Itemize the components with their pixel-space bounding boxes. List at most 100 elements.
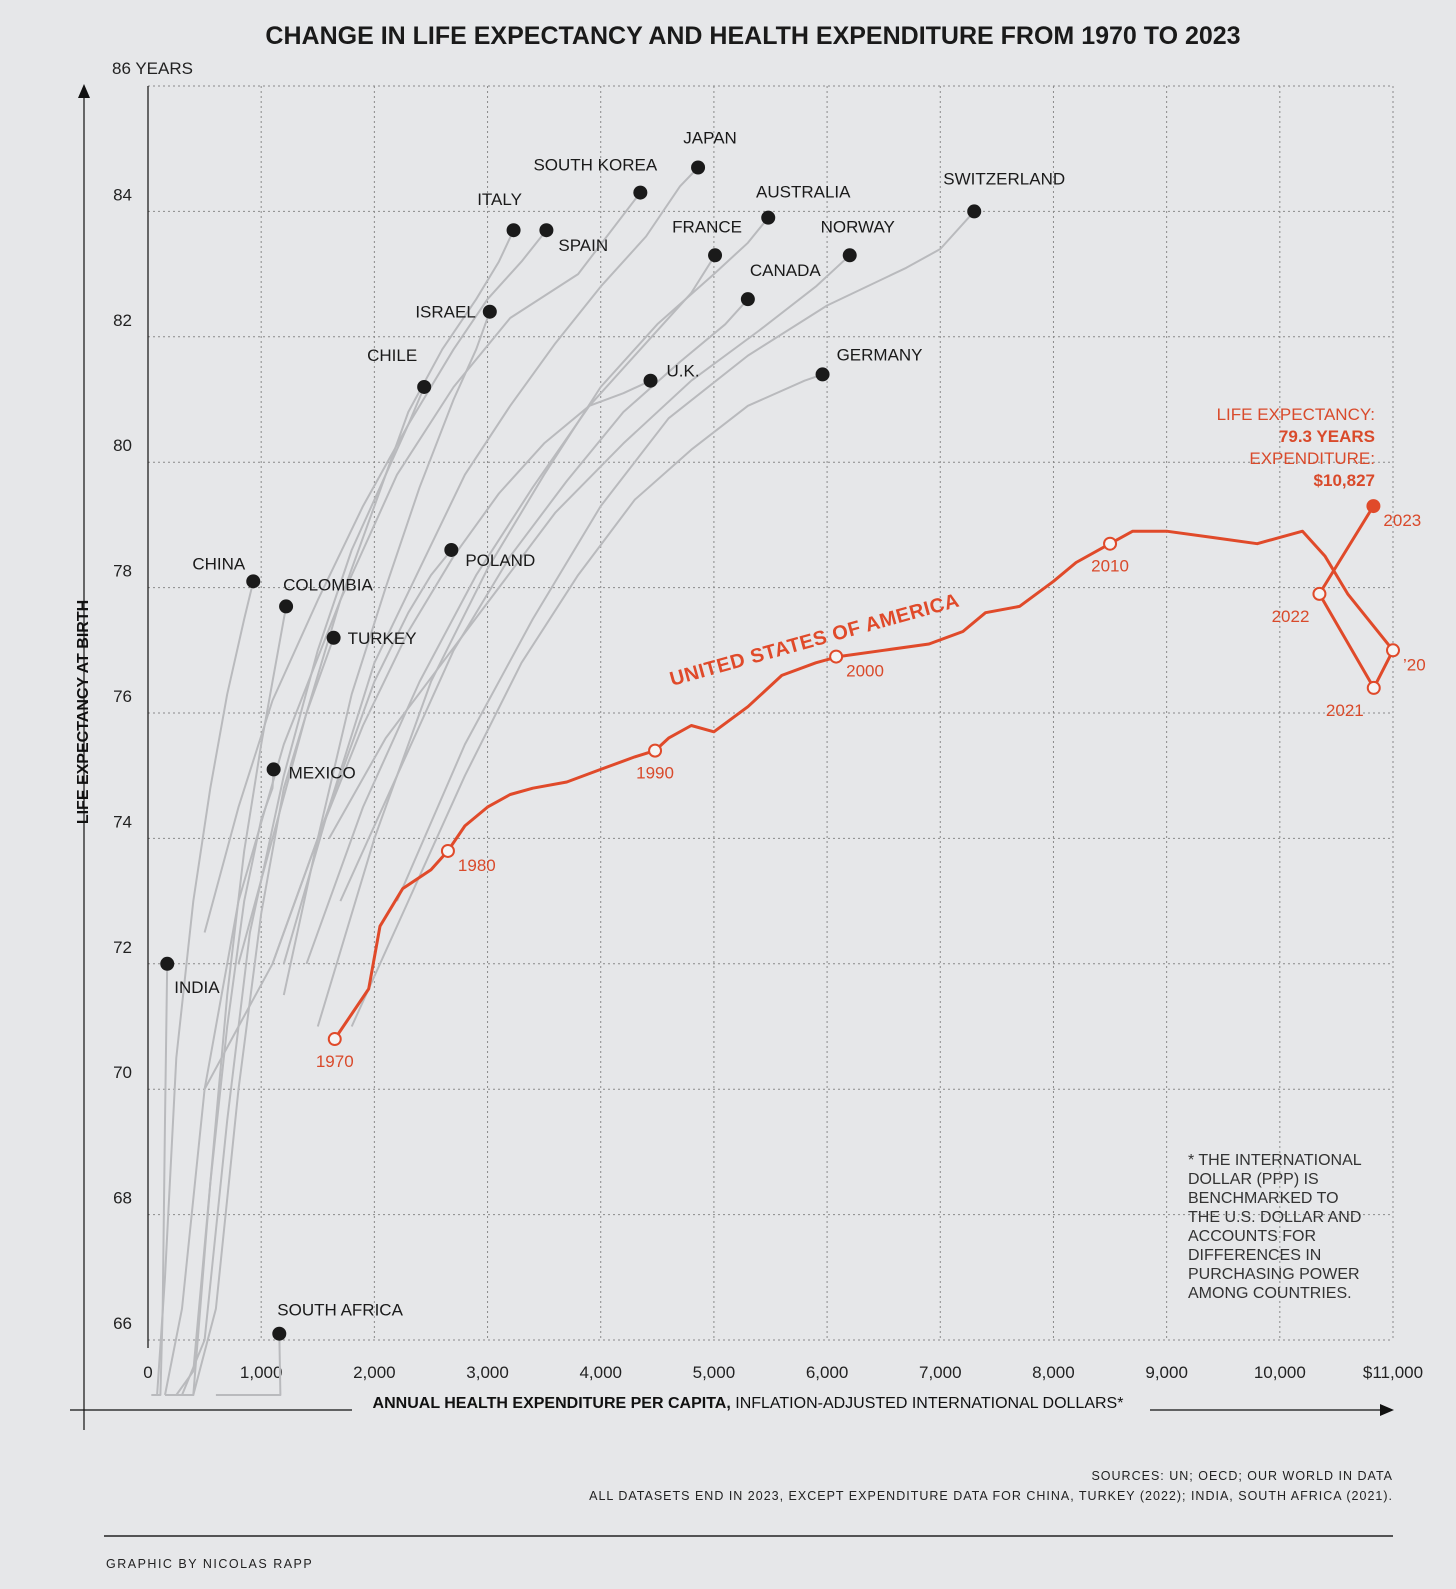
footnote-line: THE U.S. DOLLAR AND — [1188, 1209, 1361, 1226]
annotation-line-4: $10,827 — [1314, 471, 1375, 490]
country-line — [316, 217, 769, 1027]
usa-year-label: 2010 — [1091, 557, 1129, 576]
usa-year-marker — [1386, 643, 1400, 658]
country-dot — [266, 762, 281, 777]
y-tick-label: 72 — [113, 938, 132, 957]
usa-year-marker — [829, 649, 844, 664]
country-line — [151, 963, 169, 1396]
country-lines — [151, 166, 975, 1396]
country-line — [396, 210, 975, 902]
country-dot — [279, 599, 294, 614]
country-label: NORWAY — [821, 217, 895, 236]
country-dot — [708, 248, 723, 263]
country-dots: JAPAN SOUTH KOREA AUSTRALIA SWITZERLAND ITAL… — [160, 129, 1065, 1341]
footnote-line: DIFFERENCES IN — [1188, 1247, 1321, 1264]
y-tick-label: 80 — [113, 436, 132, 455]
footnote-line: ACCOUNTS FOR — [1188, 1228, 1316, 1245]
country-label: COLOMBIA — [283, 575, 373, 594]
x-tick-label: 5,000 — [693, 1363, 736, 1382]
country-label: U.K. — [667, 362, 700, 381]
usa-year-marker — [440, 843, 455, 858]
country-line — [350, 373, 823, 1027]
x-axis-label: ANNUAL HEALTH EXPENDITURE PER CAPITA, IN… — [373, 1395, 1124, 1412]
usa-year-label: 2000 — [846, 662, 884, 681]
country-label: POLAND — [465, 551, 535, 570]
country-line — [339, 298, 749, 902]
usa-year-label: 1990 — [636, 764, 674, 783]
annotation-line-3: EXPENDITURE: — [1249, 449, 1375, 468]
grid — [148, 85, 1394, 1341]
country-label: CHINA — [192, 554, 246, 573]
country-line — [305, 254, 716, 965]
footnote-line: * THE INTERNATIONAL — [1188, 1152, 1362, 1169]
country-dot — [160, 956, 175, 971]
country-label: SPAIN — [558, 236, 608, 255]
country-label: CANADA — [750, 261, 822, 280]
country-line — [181, 386, 426, 1396]
sources: SOURCES: UN; OECD; OUR WORLD IN DATA — [1091, 1469, 1393, 1483]
x-tick-label: 8,000 — [1032, 1363, 1075, 1382]
usa-year-label: 1970 — [316, 1052, 354, 1071]
x-axis-label-bold: ANNUAL HEALTH EXPENDITURE PER CAPITA, — [373, 1395, 731, 1412]
y-tick-label: 86 YEARS — [112, 59, 193, 78]
country-label: MEXICO — [289, 763, 356, 782]
x-tick-label: 4,000 — [579, 1363, 622, 1382]
y-tick-labels: 66 68 70 72 74 76 78 80 82 84 86 YEARS — [112, 59, 193, 1333]
country-dot — [815, 367, 830, 382]
country-line — [237, 229, 515, 965]
country-line — [175, 769, 275, 1396]
country-dot — [417, 379, 432, 394]
x-axis-label-rest: INFLATION-ADJUSTED INTERNATIONAL DOLLARS… — [731, 1395, 1124, 1412]
x-tick-labels: 0 1,000 2,000 3,000 4,000 5,000 6,000 7,000 8,00… — [143, 1363, 1423, 1382]
y-tick-label: 66 — [113, 1314, 132, 1333]
country-line — [282, 311, 491, 996]
country-dot — [539, 223, 554, 238]
x-tick-label: 3,000 — [466, 1363, 509, 1382]
usa-year-marker — [648, 743, 663, 758]
usa-year-label: 2021 — [1326, 701, 1364, 720]
country-dot — [506, 223, 521, 238]
axes — [70, 84, 1394, 1430]
country-label: SOUTH KOREA — [533, 156, 657, 175]
country-line — [176, 606, 288, 1396]
usa-year-marker — [1312, 586, 1327, 601]
country-dot — [761, 210, 776, 225]
footnote: * THE INTERNATIONAL DOLLAR (PPP) IS BENCHM… — [1188, 1152, 1362, 1302]
usa-line — [333, 504, 1395, 1041]
usa-year-marker — [327, 1032, 342, 1047]
y-tick-label: 82 — [113, 311, 132, 330]
x-tick-label: 7,000 — [919, 1363, 962, 1382]
usa-year-label: 2022 — [1272, 607, 1310, 626]
country-dot — [482, 304, 497, 319]
country-dot — [326, 630, 341, 645]
country-dot — [740, 292, 755, 307]
x-tick-label: $11,000 — [1363, 1363, 1423, 1382]
country-label: GERMANY — [837, 345, 923, 364]
annotation-line-1: LIFE EXPECTANCY: — [1217, 405, 1375, 424]
y-axis-arrow-head — [78, 84, 90, 98]
country-line — [282, 166, 699, 965]
country-dot — [272, 1326, 287, 1341]
country-dot — [643, 373, 658, 388]
country-dot — [967, 204, 982, 219]
y-axis-label: LIFE EXPECTANCY AT BIRTH — [75, 600, 92, 824]
country-line — [203, 229, 548, 933]
datasets-note: ALL DATASETS END IN 2023, EXCEPT EXPENDI… — [589, 1489, 1393, 1503]
country-label: ITALY — [477, 190, 522, 209]
x-tick-label: 2,000 — [353, 1363, 396, 1382]
country-line — [165, 637, 335, 1396]
country-label: AUSTRALIA — [756, 183, 851, 202]
usa-series: 1970 1980 1990 2000 2010 ’20 2021 2022 2023 UNITE… — [316, 499, 1426, 1071]
country-dot — [444, 542, 459, 557]
country-label: FRANCE — [672, 217, 742, 236]
country-dot — [691, 160, 706, 175]
y-tick-label: 70 — [113, 1063, 132, 1082]
usa-year-marker — [1366, 499, 1381, 514]
footnote-line: AMONG COUNTRIES. — [1188, 1285, 1352, 1302]
x-tick-label: 1,000 — [240, 1363, 283, 1382]
country-line — [328, 254, 851, 839]
usa-year-marker — [1366, 680, 1381, 695]
country-label: INDIA — [174, 978, 220, 997]
annotation-line-2: 79.3 YEARS — [1279, 427, 1375, 446]
country-dot — [633, 185, 648, 200]
